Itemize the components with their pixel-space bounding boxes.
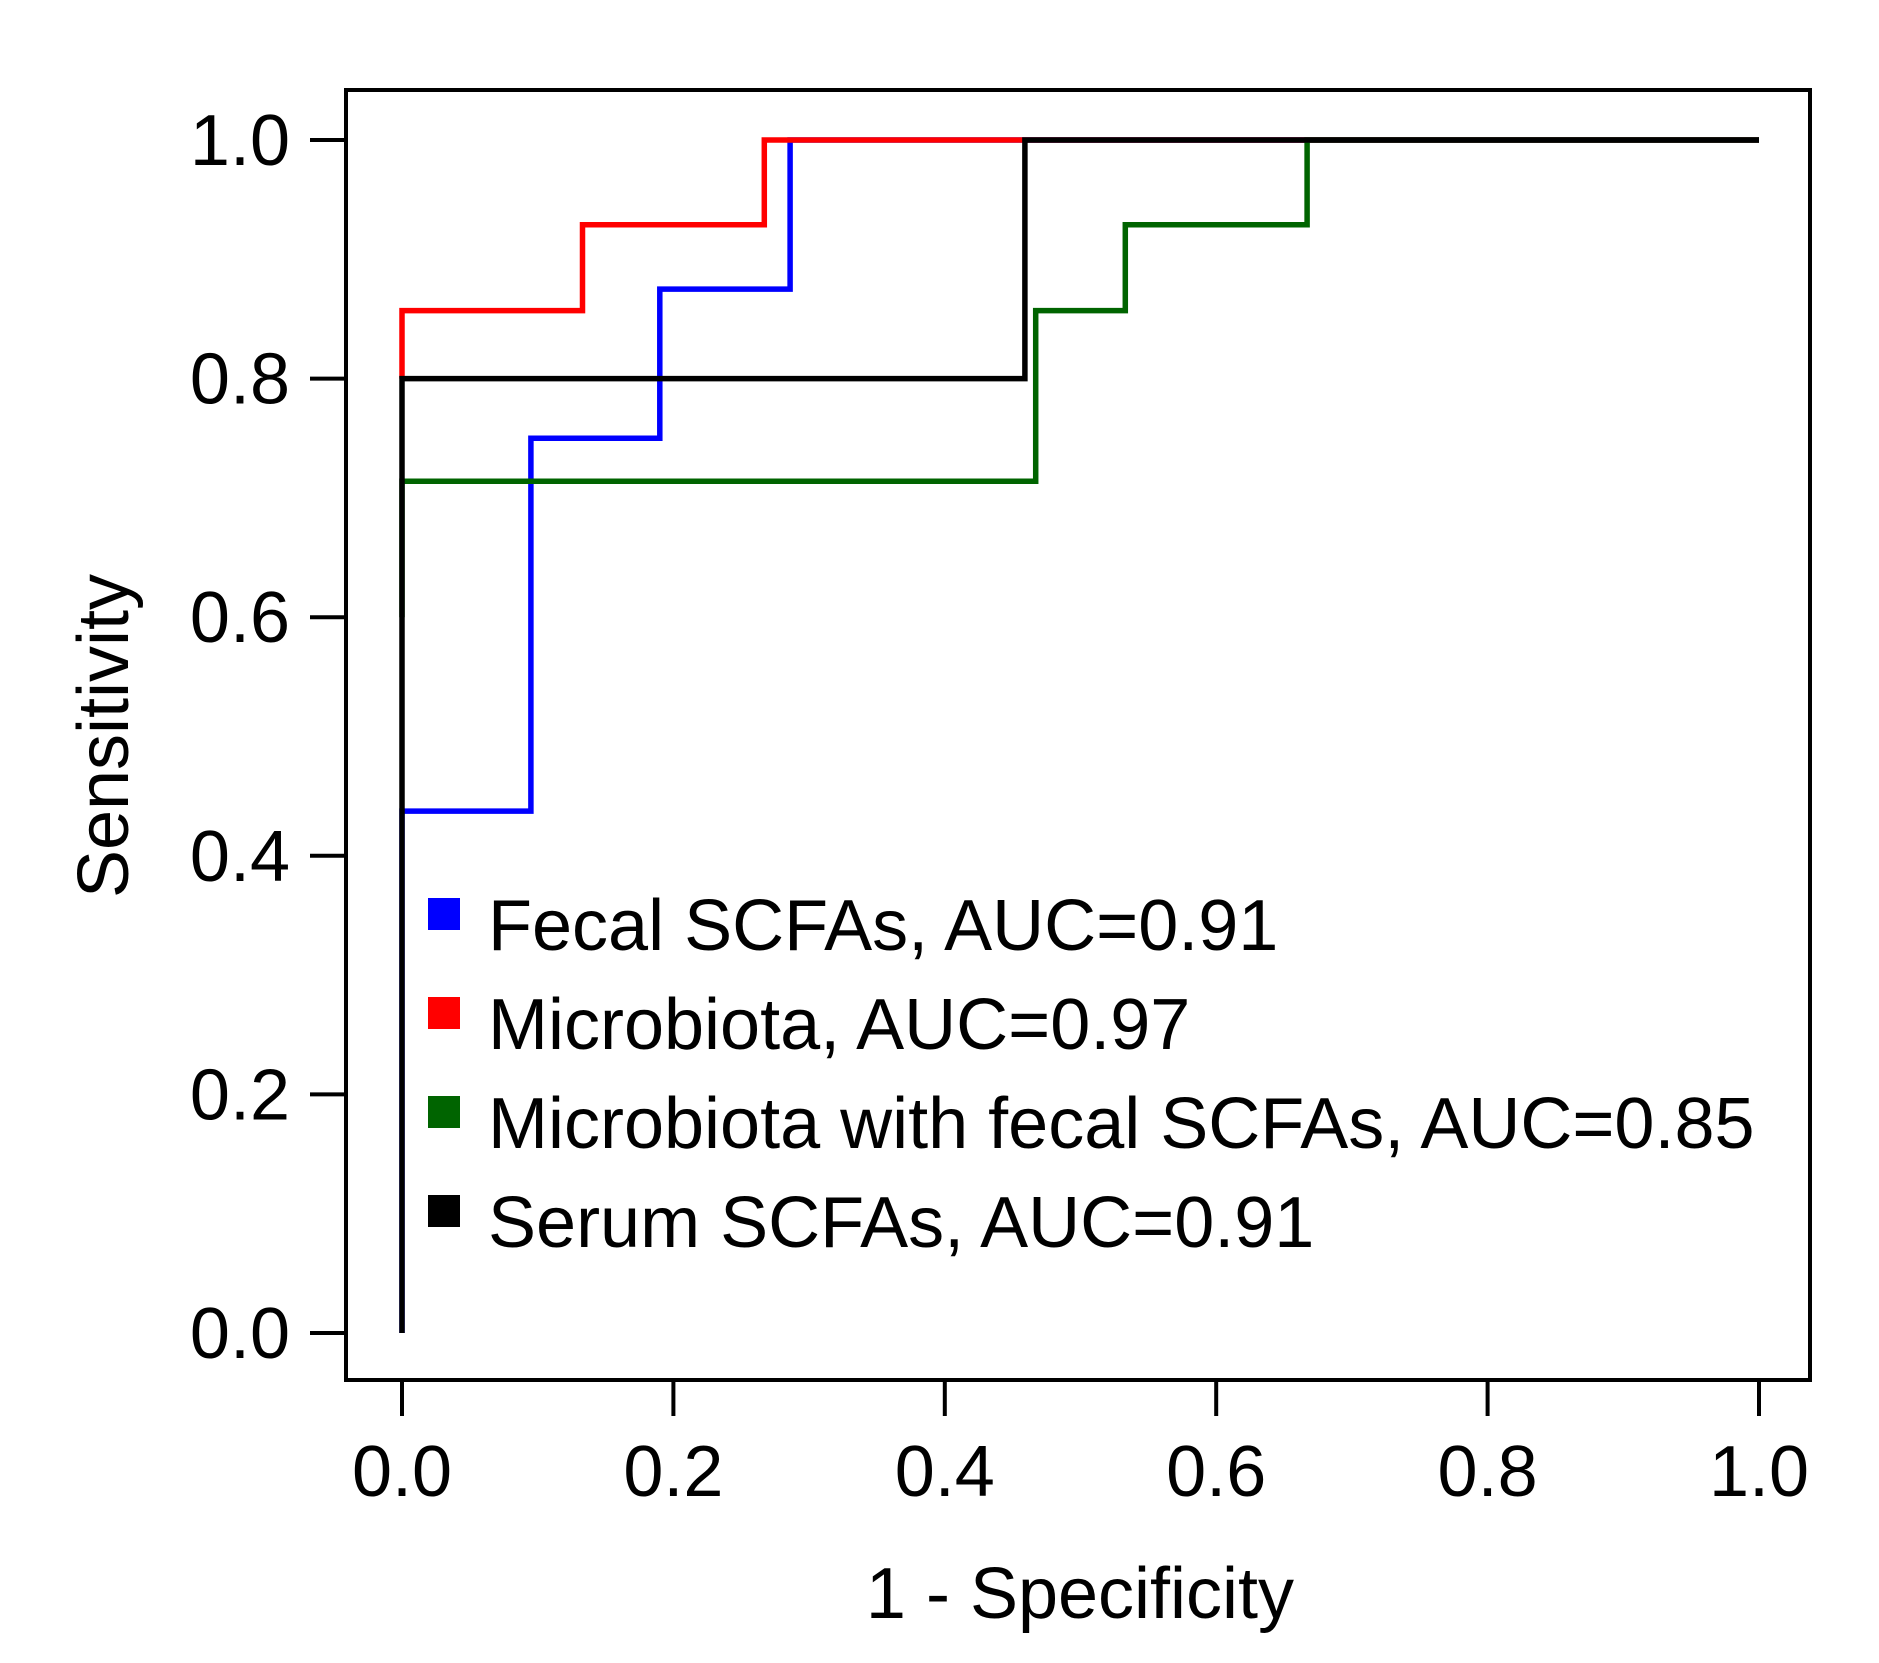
y-tick-label: 0.4 (190, 817, 290, 897)
y-tick-label: 0.2 (190, 1055, 290, 1135)
roc-curve-3 (399, 137, 1759, 618)
legend-swatch (428, 1195, 460, 1227)
roc-curve-2 (399, 137, 1759, 379)
legend-entry: Fecal SCFAs, AUC=0.91 (488, 886, 1278, 966)
x-axis: 0.0 0.2 0.4 0.6 0.8 1.0 (352, 1380, 1809, 1512)
y-tick-label: 0.8 (190, 340, 290, 420)
x-tick-label: 0.0 (352, 1432, 452, 1512)
legend: Fecal SCFAs, AUC=0.91 Microbiota, AUC=0.9… (428, 886, 1755, 1263)
x-tick-label: 0.4 (895, 1432, 995, 1512)
legend-entry: Microbiota, AUC=0.97 (488, 985, 1190, 1065)
curves (399, 137, 1759, 1333)
x-tick-label: 0.2 (623, 1432, 723, 1512)
roc-curve-1 (399, 137, 1759, 1333)
x-tick-label: 0.8 (1438, 1432, 1538, 1512)
legend-swatch (428, 898, 460, 930)
x-tick-label: 0.6 (1166, 1432, 1266, 1512)
legend-entry: Serum SCFAs, AUC=0.91 (488, 1183, 1314, 1263)
y-tick-label: 0.0 (190, 1294, 290, 1374)
roc-curve-4 (399, 137, 1759, 1333)
y-tick-label: 1.0 (190, 101, 290, 181)
legend-entry: Microbiota with fecal SCFAs, AUC=0.85 (488, 1084, 1755, 1164)
plot-frame (344, 88, 1812, 1382)
legend-swatch (428, 997, 460, 1029)
legend-swatch (428, 1096, 460, 1128)
x-axis-label: 1 - Specificity (866, 1554, 1294, 1634)
y-axis: 0.0 0.2 0.4 0.6 0.8 1.0 (190, 101, 346, 1374)
x-tick-label: 1.0 (1709, 1432, 1809, 1512)
y-tick-label: 0.6 (190, 578, 290, 658)
y-axis-label: Sensitivity (64, 574, 144, 898)
